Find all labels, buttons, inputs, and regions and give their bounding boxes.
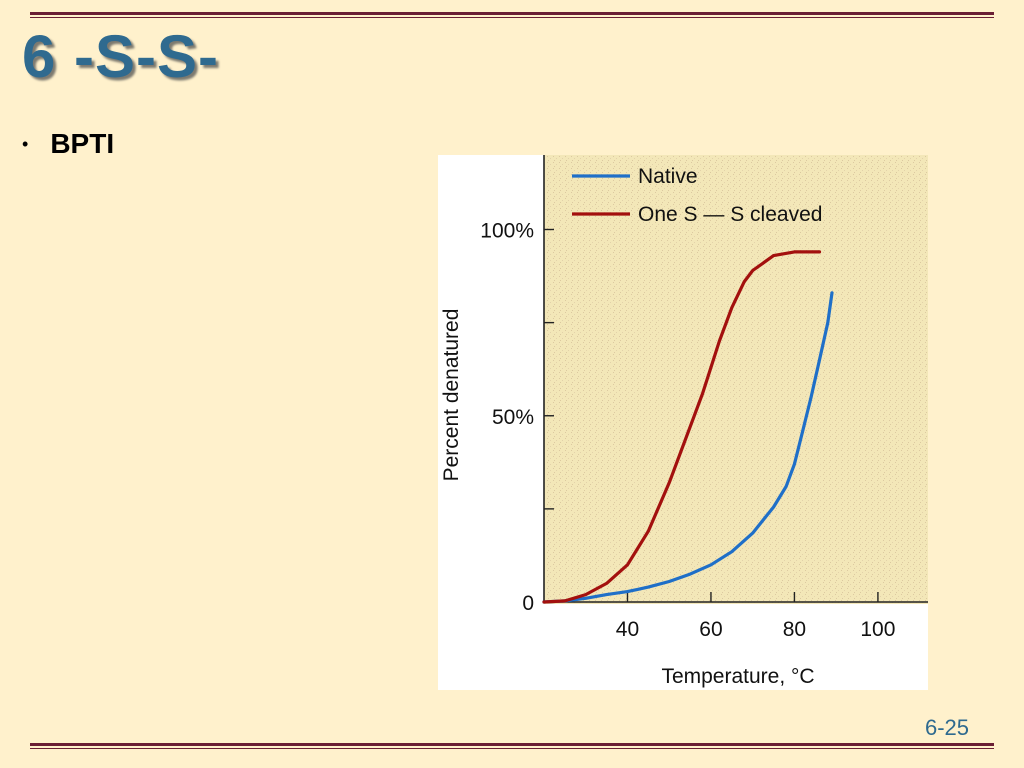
y-tick-label: 100% <box>480 220 534 243</box>
legend-label: One S — S cleaved <box>638 203 822 226</box>
x-tick-label: 80 <box>783 618 806 641</box>
plot-area <box>544 155 928 604</box>
legend-label: Native <box>638 165 698 188</box>
top-rule <box>30 12 994 18</box>
series-layer <box>542 250 834 604</box>
denaturation-chart: 40 60 80 100 0 50% 100% Native One S — S cleave… <box>438 155 928 690</box>
series-line-one-s-s-cleaved <box>542 250 822 604</box>
y-tick-label: 0 <box>522 592 534 615</box>
bottom-rule <box>30 743 994 749</box>
slide-title: 6 -S-S- <box>22 23 220 90</box>
bullet-item: • BPTI <box>22 128 114 160</box>
x-tick-label: 60 <box>699 618 722 641</box>
bullet-marker: • <box>22 133 29 154</box>
legend: Native One S — S cleaved <box>572 165 822 226</box>
y-tick-label: 50% <box>492 406 534 429</box>
bullet-text: BPTI <box>50 128 115 159</box>
x-axis-label: Temperature, °C <box>661 665 814 688</box>
y-axis-label: Percent denatured <box>440 309 463 482</box>
slide-number: 6-25 <box>924 715 969 740</box>
x-tick-label: 100 <box>860 618 895 641</box>
axes: 40 60 80 100 0 50% 100% <box>480 155 928 641</box>
series-line-native <box>542 291 834 604</box>
x-tick-label: 40 <box>616 618 639 641</box>
